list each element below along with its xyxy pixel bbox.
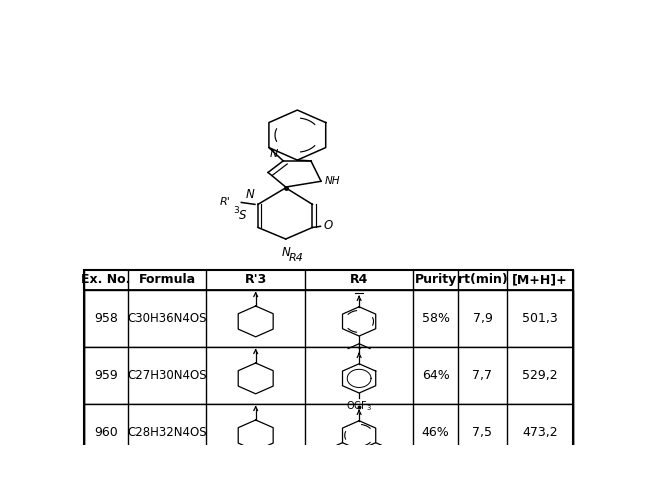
Text: 46%: 46% bbox=[422, 426, 449, 439]
Text: Ex. No.: Ex. No. bbox=[81, 274, 131, 286]
Text: NH: NH bbox=[325, 176, 340, 186]
Text: N: N bbox=[246, 188, 255, 200]
Text: 7,7: 7,7 bbox=[473, 369, 492, 382]
Text: 473,2: 473,2 bbox=[523, 426, 558, 439]
Text: 7,9: 7,9 bbox=[473, 312, 492, 325]
Text: S: S bbox=[240, 210, 247, 222]
Text: C30H36N4OS: C30H36N4OS bbox=[128, 312, 207, 325]
Text: 58%: 58% bbox=[422, 312, 450, 325]
Text: OCF$_3$: OCF$_3$ bbox=[346, 399, 372, 413]
Text: N: N bbox=[281, 246, 290, 259]
Text: 3: 3 bbox=[233, 206, 239, 216]
Bar bbox=[84, 347, 574, 404]
Bar bbox=[84, 404, 574, 461]
Text: [M+H]+: [M+H]+ bbox=[512, 274, 568, 286]
Text: O: O bbox=[324, 219, 333, 232]
Bar bbox=[84, 290, 574, 347]
Text: R4: R4 bbox=[288, 253, 303, 263]
Text: -: - bbox=[357, 344, 361, 353]
Text: 958: 958 bbox=[94, 312, 118, 325]
Text: 501,3: 501,3 bbox=[522, 312, 558, 325]
Text: 959: 959 bbox=[94, 369, 118, 382]
Text: R4: R4 bbox=[350, 274, 368, 286]
Text: 64%: 64% bbox=[422, 369, 449, 382]
Bar bbox=[84, 270, 574, 290]
Text: R': R' bbox=[219, 198, 230, 207]
Text: 529,2: 529,2 bbox=[523, 369, 558, 382]
Text: Formula: Formula bbox=[139, 274, 196, 286]
Text: C27H30N4OS: C27H30N4OS bbox=[128, 369, 207, 382]
Text: rt(min): rt(min) bbox=[458, 274, 507, 286]
Text: C28H32N4OS: C28H32N4OS bbox=[128, 426, 207, 439]
Bar bbox=[84, 270, 574, 461]
Text: N: N bbox=[270, 150, 278, 160]
Text: 7,5: 7,5 bbox=[473, 426, 492, 439]
Text: 960: 960 bbox=[94, 426, 118, 439]
Text: Purity: Purity bbox=[415, 274, 457, 286]
Text: R'3: R'3 bbox=[245, 274, 267, 286]
